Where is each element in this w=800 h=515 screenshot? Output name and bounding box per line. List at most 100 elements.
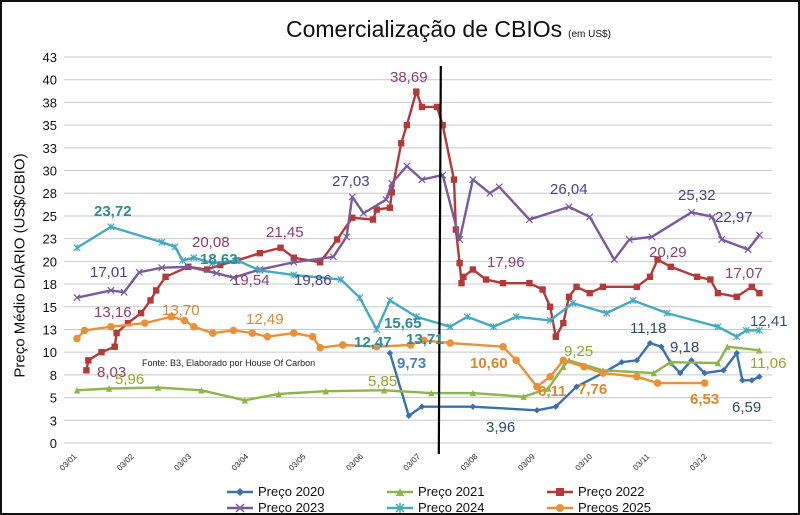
data-point: [290, 254, 297, 261]
data-point: [359, 209, 368, 217]
data-point: [337, 275, 345, 284]
legend-label: Preço 2024: [418, 500, 485, 515]
series-line-2: [76, 345, 760, 402]
data-label: 6,11: [538, 383, 567, 400]
data-point: [646, 273, 654, 280]
data-point: [277, 244, 284, 251]
data-label: 27,03: [332, 173, 370, 190]
data-point: [495, 183, 503, 191]
source-note: Fonte: B3, Elaborado por House Of Carbon: [142, 358, 316, 368]
data-point: [233, 256, 241, 265]
data-point: [700, 379, 709, 387]
data-point: [386, 296, 394, 305]
data-label: 9,18: [670, 339, 700, 356]
data-point: [190, 254, 198, 262]
data-point: [733, 293, 740, 300]
data-point: [418, 175, 426, 184]
data-point: [289, 329, 298, 337]
y-tick-label: 10: [43, 345, 57, 360]
data-point: [316, 259, 324, 266]
x-tick-label: 03/08: [459, 452, 480, 473]
data-point: [348, 193, 356, 201]
data-point: [290, 271, 298, 279]
data-label: 9,25: [564, 343, 594, 360]
data-point: [718, 235, 726, 244]
data-point: [724, 343, 731, 350]
data-point: [756, 373, 763, 380]
data-point: [73, 387, 81, 394]
data-label: 19,86: [294, 272, 332, 289]
data-point: [73, 334, 81, 343]
data-point: [388, 179, 396, 187]
data-point: [526, 279, 533, 287]
data-point: [209, 259, 217, 267]
data-point: [162, 273, 169, 280]
data-point: [381, 387, 388, 394]
data-point: [420, 336, 428, 345]
data-point: [171, 243, 179, 251]
data-label: 5,96: [115, 371, 145, 388]
data-point: [744, 245, 752, 254]
data-point: [714, 359, 722, 367]
data-point: [413, 88, 420, 95]
y-tick-label: 30: [43, 164, 57, 179]
data-point: [469, 403, 477, 410]
data-label: 22,97: [715, 209, 753, 226]
data-point: [693, 273, 701, 280]
title-unit: (em US$): [568, 29, 611, 40]
data-point: [755, 326, 763, 335]
data-label: 13,71: [406, 331, 444, 348]
data-label: 17,01: [90, 264, 128, 281]
data-point: [107, 322, 115, 331]
data-point: [85, 357, 92, 364]
data-point: [648, 233, 656, 241]
data-point: [98, 348, 105, 356]
data-point: [650, 369, 658, 377]
data-point: [398, 140, 405, 147]
data-point: [308, 332, 317, 341]
data-label: 13,70: [162, 302, 200, 319]
legend-item: Preços 2025: [547, 500, 697, 513]
legend-label: Preço 2022: [578, 484, 645, 499]
data-point: [586, 213, 594, 221]
data-point: [610, 255, 618, 264]
data-point: [190, 322, 198, 331]
data-point: [290, 258, 298, 266]
data-point: [386, 204, 394, 211]
data-point: [633, 372, 641, 381]
data-point: [229, 326, 238, 335]
data-point: [633, 283, 641, 290]
data-point: [152, 287, 160, 294]
x-tick-label: 03/09: [516, 452, 537, 473]
data-point: [418, 403, 426, 410]
data-label: 21,45: [266, 224, 304, 241]
data-label: 15,65: [384, 315, 422, 332]
legend-item: Preço 2023: [227, 500, 387, 513]
x-tick-label: 03/07: [402, 452, 423, 473]
legend-item: Preço 2022: [547, 484, 697, 499]
data-point: [349, 214, 356, 221]
data-point: [739, 377, 746, 384]
data-point: [658, 343, 665, 350]
data-label: 23,72: [94, 203, 132, 220]
x-tick-label: 03/04: [230, 452, 251, 473]
data-point: [599, 369, 607, 377]
y-tick-label: 35: [43, 118, 57, 133]
legend-item: Preço 2024: [387, 500, 547, 515]
data-point: [405, 412, 412, 419]
data-point: [135, 268, 143, 276]
data-point: [667, 263, 674, 271]
data-point: [73, 244, 81, 252]
data-point: [113, 329, 120, 337]
data-point: [546, 303, 554, 310]
data-point: [499, 342, 507, 351]
data-point: [137, 309, 145, 317]
data-label: 38,69: [390, 69, 428, 86]
y-tick-label: 28: [43, 186, 57, 201]
data-label: 6,53: [690, 391, 720, 408]
data-point: [714, 323, 722, 331]
data-point: [450, 176, 458, 183]
data-label: 11,06: [750, 355, 787, 372]
legend-label: Preço 2020: [258, 484, 325, 499]
